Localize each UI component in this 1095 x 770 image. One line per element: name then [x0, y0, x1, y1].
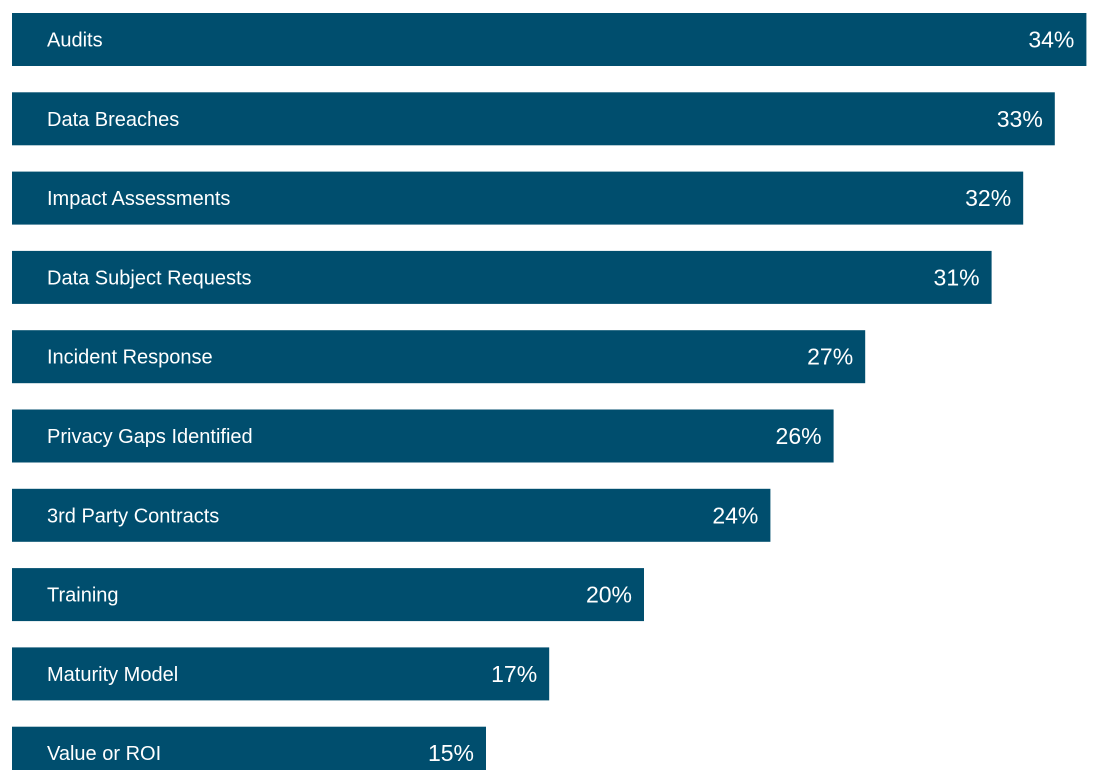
- bar-value-label: 26%: [776, 423, 822, 449]
- bar: [12, 726, 486, 770]
- bar: [12, 647, 550, 701]
- bar-value-label: 17%: [491, 661, 537, 687]
- bar-value-label: 32%: [965, 185, 1011, 211]
- bar-value-label: 24%: [712, 502, 758, 528]
- bar-category-label: Audits: [47, 30, 103, 52]
- bar: [12, 330, 866, 384]
- bar: [12, 409, 834, 463]
- bar: [12, 568, 644, 622]
- bar-value-label: 27%: [807, 344, 853, 370]
- bar-value-label: 34%: [1028, 27, 1074, 53]
- bar: [12, 92, 1055, 146]
- bar-category-label: Data Subject Requests: [47, 267, 252, 289]
- bar-value-label: 31%: [934, 264, 980, 290]
- bar-value-label: 33%: [997, 106, 1043, 132]
- bar: [12, 250, 992, 304]
- bar-category-label: Privacy Gaps Identified: [47, 426, 253, 448]
- bar-category-label: Impact Assessments: [47, 188, 230, 210]
- bar-category-label: 3rd Party Contracts: [47, 505, 219, 527]
- bar-category-label: Maturity Model: [47, 664, 178, 686]
- bar-value-label: 15%: [428, 740, 474, 766]
- bar-category-label: Incident Response: [47, 347, 213, 369]
- bar-category-label: Value or ROI: [47, 743, 161, 765]
- bar-value-label: 20%: [586, 582, 632, 608]
- bar-category-label: Training: [47, 585, 119, 607]
- bar-category-label: Data Breaches: [47, 109, 179, 131]
- bars-group: Audits 34% Data Breaches 33% Impact Assessme…: [12, 13, 1087, 770]
- bar: [12, 13, 1087, 66]
- bar: [12, 488, 771, 542]
- bar: [12, 171, 1024, 225]
